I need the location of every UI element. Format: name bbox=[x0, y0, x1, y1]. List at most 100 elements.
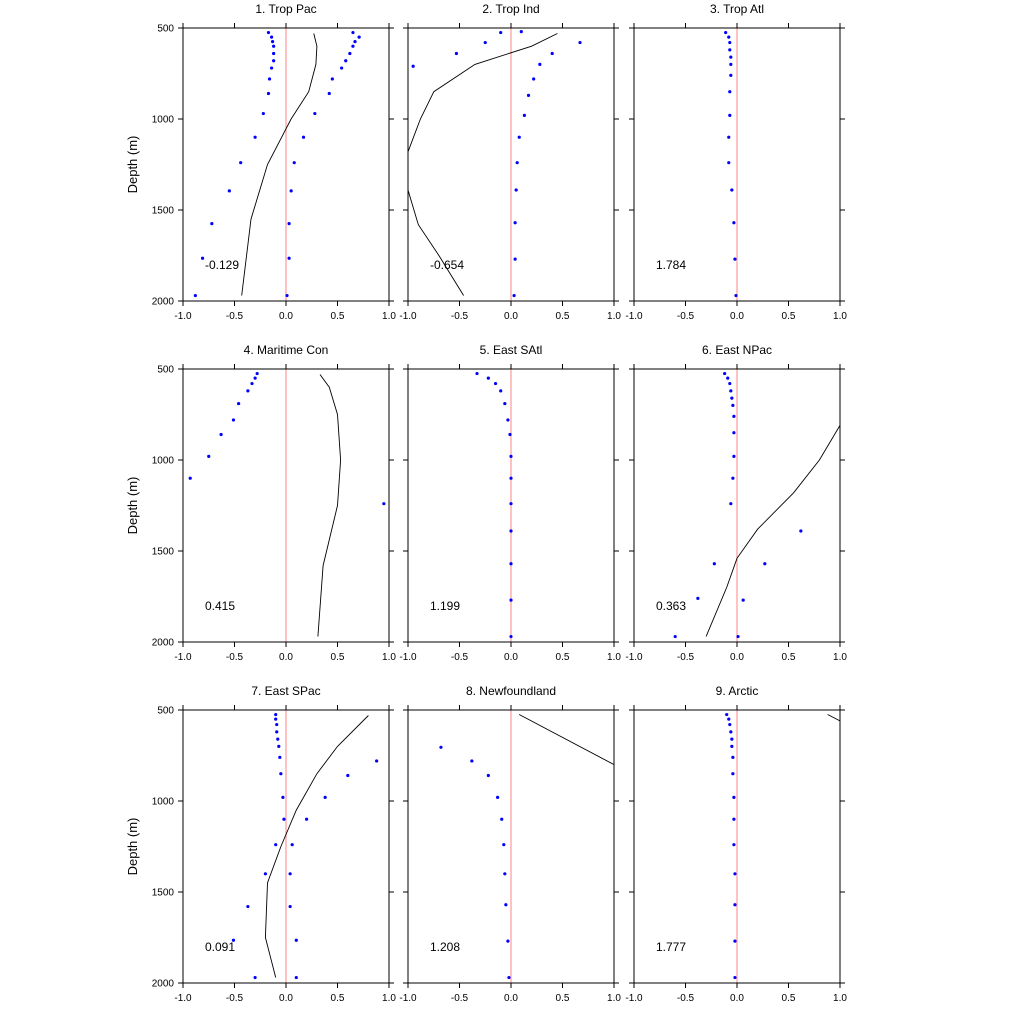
data-point bbox=[515, 161, 519, 165]
panel-value-label: 1.199 bbox=[430, 599, 460, 613]
data-point bbox=[301, 135, 306, 139]
data-point bbox=[267, 77, 272, 81]
data-point bbox=[266, 30, 271, 35]
plot-area bbox=[475, 371, 513, 639]
data-point bbox=[499, 30, 503, 35]
x-tick-label: -1.0 bbox=[174, 993, 192, 1004]
data-point bbox=[550, 51, 554, 56]
data-point bbox=[729, 730, 733, 734]
x-tick-label: 0.5 bbox=[782, 311, 796, 322]
panel-title: 5. East SAtl bbox=[480, 343, 543, 357]
x-tick-label: 1.0 bbox=[607, 993, 621, 1004]
data-point bbox=[261, 111, 265, 116]
panel-2: -1.0 -0.5 0.0 0.5 1.0 2. Trop Ind -0.654 bbox=[399, 2, 621, 322]
data-point bbox=[732, 431, 736, 435]
data-point bbox=[696, 596, 700, 600]
panel-6: -1.0 -0.5 0.0 0.5 1.0 6. East NPac 0.363 bbox=[625, 343, 847, 663]
x-tick-label: 1.0 bbox=[833, 993, 847, 1004]
data-point bbox=[272, 51, 276, 56]
data-point bbox=[502, 843, 506, 847]
panel-value-label: 0.415 bbox=[205, 599, 235, 613]
data-point bbox=[504, 903, 508, 907]
data-point bbox=[285, 293, 289, 298]
panel-8: -1.0 -0.5 0.0 0.5 1.0 8. Newfoundland 1.208 bbox=[399, 684, 621, 1004]
data-point bbox=[454, 51, 459, 56]
data-point bbox=[231, 418, 236, 422]
data-point bbox=[513, 221, 517, 225]
data-point bbox=[290, 843, 294, 847]
data-point bbox=[269, 66, 274, 70]
data-point bbox=[522, 113, 526, 117]
data-point bbox=[499, 389, 503, 393]
data-point bbox=[375, 759, 379, 763]
series-line bbox=[408, 33, 558, 152]
data-point bbox=[732, 454, 736, 458]
data-point bbox=[292, 161, 296, 165]
data-point bbox=[732, 843, 736, 847]
panel-title: 7. East SPac bbox=[251, 684, 320, 698]
data-point bbox=[266, 91, 271, 96]
data-point bbox=[732, 817, 736, 821]
series-line bbox=[241, 33, 318, 296]
x-tick-label: 0.0 bbox=[504, 311, 518, 322]
data-point bbox=[731, 755, 735, 759]
data-point bbox=[275, 722, 279, 727]
data-point bbox=[578, 40, 582, 45]
data-point bbox=[509, 562, 513, 566]
data-point bbox=[673, 634, 677, 639]
data-point bbox=[237, 401, 241, 406]
x-tick-label: 0.0 bbox=[730, 311, 744, 322]
data-point bbox=[799, 529, 803, 533]
data-point bbox=[727, 35, 731, 39]
data-point bbox=[730, 744, 734, 749]
data-point bbox=[500, 817, 504, 821]
data-point bbox=[227, 189, 231, 193]
y-tick-label: 2000 bbox=[152, 638, 175, 649]
data-point bbox=[513, 257, 517, 261]
data-point bbox=[288, 904, 292, 909]
panel-title: 6. East NPac bbox=[702, 343, 772, 357]
data-point bbox=[313, 111, 317, 116]
data-point bbox=[274, 712, 278, 717]
data-point bbox=[512, 293, 516, 298]
data-point bbox=[200, 256, 205, 260]
data-point bbox=[503, 401, 507, 406]
y-tick-label: 500 bbox=[157, 24, 174, 35]
data-point bbox=[509, 454, 513, 458]
data-point bbox=[271, 40, 275, 44]
data-point bbox=[246, 904, 250, 909]
data-point bbox=[493, 381, 498, 386]
x-tick-label: -0.5 bbox=[451, 993, 469, 1004]
data-point bbox=[272, 59, 276, 63]
data-point bbox=[509, 598, 513, 602]
x-tick-label: -0.5 bbox=[677, 652, 695, 663]
y-tick-label: 2000 bbox=[152, 297, 175, 308]
x-tick-label: 0.5 bbox=[331, 652, 345, 663]
plot-area bbox=[188, 371, 386, 637]
data-point bbox=[730, 737, 734, 741]
data-point bbox=[287, 256, 291, 260]
data-point bbox=[731, 476, 735, 480]
data-point bbox=[732, 221, 736, 225]
y-axis-label: Depth (m) bbox=[125, 818, 140, 876]
data-point bbox=[253, 376, 257, 380]
data-point bbox=[253, 975, 257, 980]
panel-1: -1.0 -0.5 0.0 0.5 1.0 500 1000 1500 2000 1. Trop … bbox=[125, 2, 396, 322]
panel-value-label: 1.777 bbox=[656, 940, 686, 954]
data-point bbox=[277, 744, 281, 749]
x-tick-label: 0.0 bbox=[730, 652, 744, 663]
panel-value-label: 0.363 bbox=[656, 599, 686, 613]
data-point bbox=[382, 502, 386, 506]
data-point bbox=[736, 634, 740, 639]
x-tick-label: -0.5 bbox=[226, 993, 244, 1004]
data-point bbox=[278, 755, 282, 759]
y-tick-label: 1000 bbox=[152, 456, 175, 467]
x-tick-label: 0.5 bbox=[331, 311, 345, 322]
data-point bbox=[287, 222, 291, 226]
data-point bbox=[725, 712, 729, 717]
x-tick-label: -0.5 bbox=[226, 311, 244, 322]
data-point bbox=[732, 795, 736, 799]
x-tick-label: -0.5 bbox=[677, 311, 695, 322]
data-point bbox=[344, 59, 348, 63]
data-point bbox=[519, 30, 523, 34]
